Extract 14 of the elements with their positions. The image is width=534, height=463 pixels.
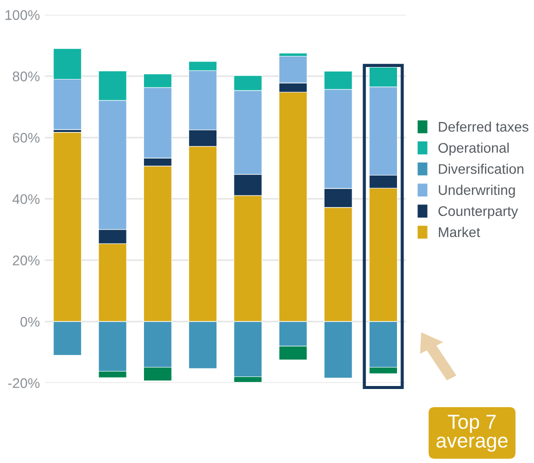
legend-label: Underwriting [438, 184, 515, 198]
legend-label: Operational [438, 142, 509, 156]
legend-label: Counterparty [438, 206, 518, 219]
y-tick-label: -20% [8, 378, 40, 388]
legend-label: Market [438, 226, 480, 238]
y-tick-label: 80% [12, 72, 40, 82]
y-tick-label: 100% [6, 10, 40, 20]
y-tick-label: 40% [12, 194, 40, 204]
legend-label: Diversification [438, 164, 524, 174]
y-tick-label: 0% [20, 316, 40, 327]
text: Top 7 average [436, 414, 508, 452]
legend-label: Deferred taxes [438, 122, 528, 132]
y-tick-label: 20% [12, 256, 40, 266]
y-tick-label: 60% [12, 132, 40, 143]
